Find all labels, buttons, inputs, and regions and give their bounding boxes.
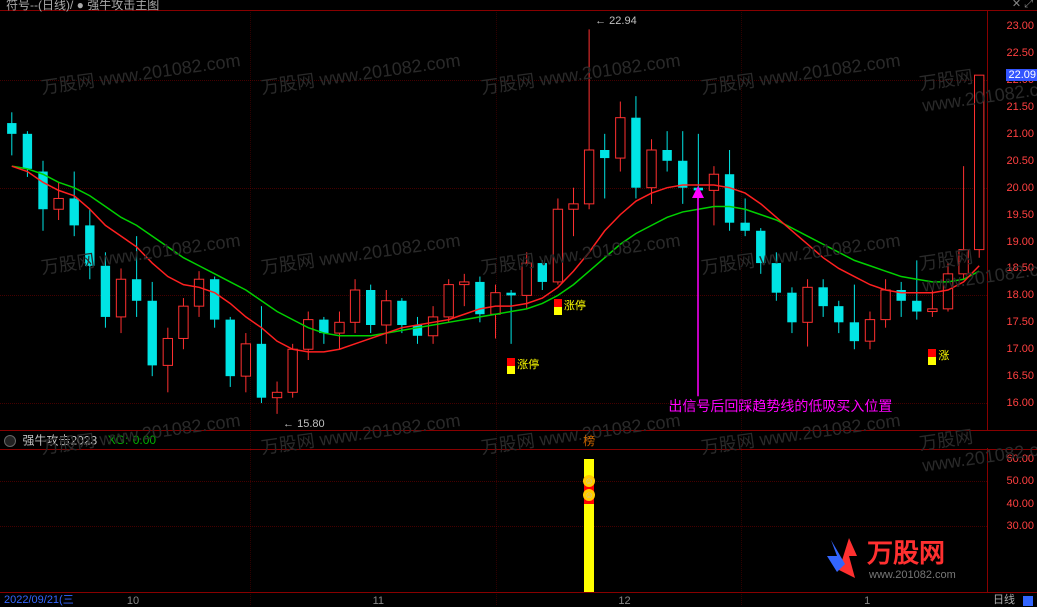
indicator-bar-segment [584, 459, 593, 477]
limit-up-label: 涨停 [564, 297, 586, 313]
grid-line [0, 481, 987, 482]
annotation-text: 出信号后回踩趋势线的低吸买入位置 [668, 396, 892, 416]
time-tick: 12 [618, 595, 630, 607]
price-tick: 18.00 [1006, 289, 1034, 301]
price-tick: 19.00 [1006, 236, 1034, 248]
limit-up-marker [507, 358, 515, 366]
price-tick: 21.00 [1006, 128, 1034, 140]
price-axis: 23.0022.5022.0021.5021.0020.5020.0019.50… [987, 10, 1037, 430]
date-cursor: 2022/09/21(三 [4, 591, 74, 607]
price-extreme-label: ← 15.80 [283, 418, 325, 430]
period-indicator-icon[interactable] [1023, 596, 1033, 606]
time-tick: 11 [373, 595, 384, 607]
smiley-icon: ☺ [583, 489, 595, 501]
sub-indicator-axis: 60.00 50.00 40.00 30.00 [987, 448, 1037, 593]
price-tick: 23.00 [1006, 20, 1034, 32]
limit-up-marker [554, 307, 562, 315]
indicator-name: 强牛攻击2023 [22, 433, 97, 447]
price-tick: 22.50 [1006, 47, 1034, 59]
bang-label: 榜 [583, 432, 595, 449]
indicator-xg-label: XG: [108, 433, 129, 447]
time-tick: 1 [864, 595, 870, 607]
price-tick: 20.00 [1006, 182, 1034, 194]
time-axis-bar: 2022/09/21(三 日线 10 11 12 1 [0, 592, 1037, 607]
price-tick: 18.50 [1006, 262, 1034, 274]
indicator-bar-segment [584, 504, 593, 593]
price-tick: 21.50 [1006, 101, 1034, 113]
sub-indicator-chart[interactable]: ☺☺ [0, 448, 1037, 593]
price-tick: 17.50 [1006, 316, 1034, 328]
price-tick: 20.50 [1006, 155, 1034, 167]
indicator-tick: 30.00 [1006, 520, 1034, 532]
indicator-xg-value: 0.00 [133, 433, 156, 447]
limit-up-marker [554, 299, 562, 307]
time-tick: 10 [127, 595, 139, 607]
price-tick: 16.00 [1006, 397, 1034, 409]
smiley-icon: ☺ [583, 475, 595, 487]
grid-line [0, 526, 987, 527]
price-tick: 16.50 [1006, 370, 1034, 382]
indicator-tick: 40.00 [1006, 498, 1034, 510]
limit-up-marker [507, 366, 515, 374]
indicator-tick: 50.00 [1006, 475, 1034, 487]
signal-marker [928, 357, 936, 365]
chart-root: 符号--(日线)/ ● 强牛攻击主图 ✕ ⤢ 23.0022.5022.0021… [0, 0, 1037, 607]
indicator-tick: 60.00 [1006, 453, 1034, 465]
indicator-bullet-icon [4, 435, 16, 447]
period-label: 日线 [993, 591, 1015, 607]
current-price-badge: 22.09 [1006, 69, 1037, 81]
price-tick: 17.00 [1006, 343, 1034, 355]
candlestick-canvas [0, 10, 987, 430]
indicator-header: 强牛攻击2023 XG: 0.00 [0, 430, 1037, 450]
signal-label: 涨 [938, 347, 949, 363]
price-tick: 19.50 [1006, 209, 1034, 221]
price-extreme-label: ← 22.94 [595, 15, 637, 27]
limit-up-label: 涨停 [517, 356, 539, 372]
signal-marker [928, 349, 936, 357]
